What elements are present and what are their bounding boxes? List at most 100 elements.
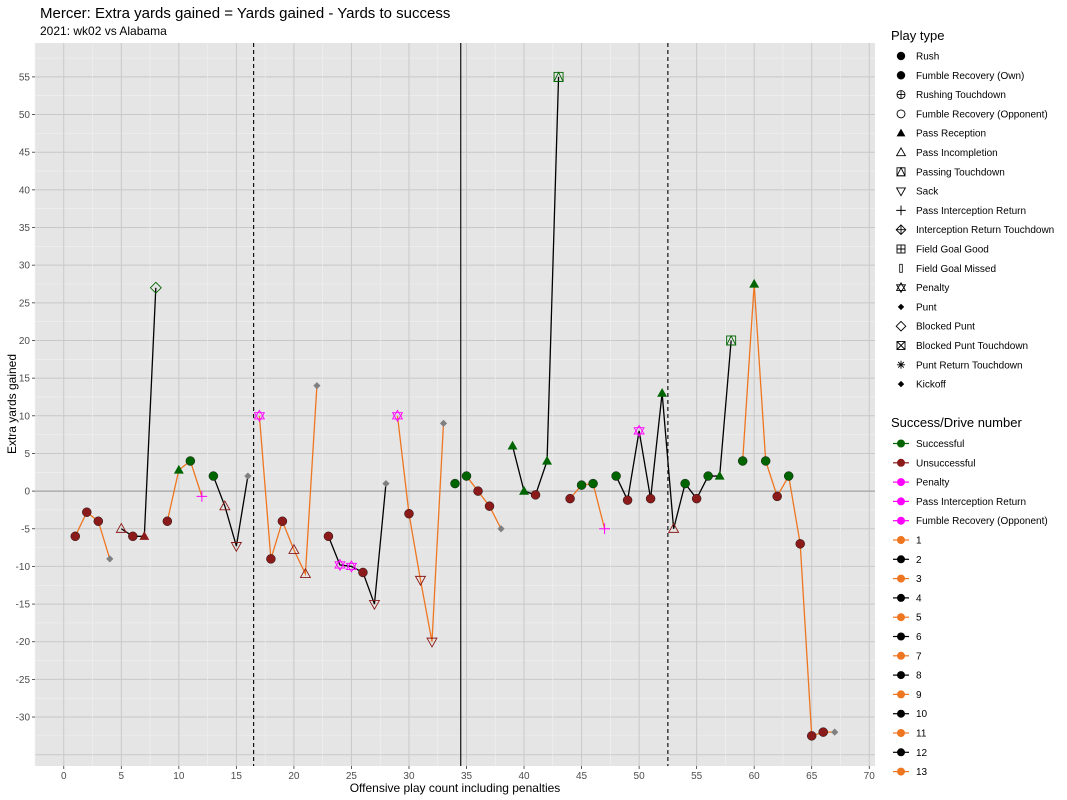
data-point <box>173 464 184 474</box>
legend-success-label: Penalty <box>916 478 949 489</box>
chart-subtitle: 2021: wk02 vs Alabama <box>40 24 167 38</box>
data-points <box>70 71 839 741</box>
y-tick-label: 10 <box>19 411 31 422</box>
legend-play-label: Sack <box>916 187 939 198</box>
data-point <box>196 490 208 502</box>
data-point <box>358 567 368 578</box>
data-point <box>473 486 483 496</box>
legend-success-label: Successful <box>916 439 964 450</box>
legend-play-label: Kickoff <box>916 380 946 391</box>
legend-play-label: Field Goal Missed <box>916 264 996 275</box>
legend-play-label: Field Goal Good <box>916 245 989 256</box>
y-tick-label: 40 <box>19 185 31 196</box>
legend-success-label: 5 <box>916 613 922 624</box>
drive-line-2 <box>120 287 157 537</box>
x-axis-ticks: 0 5 10 15 20 25 30 35 40 45 50 55 60 65 70 <box>61 766 875 782</box>
legend-play-label: Blocked Punt Touchdown <box>916 341 1028 352</box>
legend-play-label: Pass Reception <box>916 129 986 140</box>
legend-success-dot <box>897 729 905 737</box>
data-point <box>807 731 817 741</box>
x-tick-label: 70 <box>864 771 876 782</box>
legend-success-dot <box>897 574 905 583</box>
data-point <box>599 523 610 535</box>
legend-success-label: 10 <box>916 709 928 720</box>
legend-play-type-title: Play type <box>891 28 944 43</box>
data-point <box>783 471 794 481</box>
legend-success-dot <box>897 516 905 525</box>
data-point <box>313 382 321 390</box>
x-tick-label: 40 <box>518 771 530 782</box>
data-point <box>795 539 805 549</box>
data-point <box>368 600 381 611</box>
legend-play-label: Rushing Touchdown <box>916 90 1006 101</box>
legend-play-icon <box>895 146 907 157</box>
x-tick-label: 0 <box>61 771 67 782</box>
data-point <box>208 471 219 481</box>
data-point <box>149 281 162 294</box>
data-point <box>323 531 334 541</box>
legend-play-icon <box>896 341 906 350</box>
data-point <box>82 507 92 517</box>
data-point <box>507 440 518 450</box>
y-tick-label: -15 <box>16 600 31 611</box>
legend-play-icon <box>896 51 906 61</box>
x-tick-label: 55 <box>691 771 703 782</box>
data-point <box>484 501 495 511</box>
drive-line-7 <box>396 415 445 642</box>
data-point <box>645 493 656 504</box>
legend-success-dot <box>897 478 905 487</box>
legend-play-icon <box>896 109 906 119</box>
y-axis-ticks: -30 -25 -20 -15 -10 -5 0 5 10 15 20 25 30 35 40 45 50 55 <box>16 72 35 724</box>
data-point <box>404 509 414 519</box>
data-point <box>831 728 839 736</box>
data-point <box>185 456 196 466</box>
data-point <box>219 500 231 511</box>
legend-play-label: Blocked Punt <box>916 322 975 333</box>
x-tick-label: 45 <box>576 771 588 782</box>
legend-success-title: Success/Drive number <box>891 415 1022 430</box>
y-tick-label: -25 <box>16 675 31 686</box>
legend-success-dot <box>897 439 905 448</box>
legend-success-label: 4 <box>916 593 922 604</box>
legend-play-icon <box>896 90 906 100</box>
legend-play-icon <box>896 205 906 216</box>
data-point <box>450 478 460 489</box>
data-point <box>818 727 828 737</box>
x-tick-label: 30 <box>403 771 415 782</box>
legend-play-icon <box>895 187 907 197</box>
legend-play-icon <box>896 128 906 137</box>
legend-success-label: 13 <box>916 767 928 778</box>
y-tick-label: 55 <box>19 72 31 83</box>
y-tick-label: 15 <box>19 374 31 385</box>
data-point <box>391 409 404 423</box>
data-point <box>565 493 575 504</box>
x-tick-label: 65 <box>806 771 818 782</box>
legend-success-dot <box>897 690 905 699</box>
x-tick-label: 10 <box>173 771 185 782</box>
legend-play-icon <box>897 360 905 369</box>
data-point <box>266 554 276 564</box>
x-axis-title: Offensive play count including penalties <box>350 781 561 795</box>
data-point <box>667 522 680 533</box>
plot-panel <box>35 43 875 766</box>
legend-play-label: Punt <box>916 302 937 313</box>
data-point <box>128 531 138 541</box>
data-point <box>725 334 737 346</box>
legend-success-dot <box>897 671 905 680</box>
drive-line-9 <box>465 475 502 530</box>
legend-success-dot <box>897 555 905 564</box>
data-point <box>760 456 771 466</box>
legend-success-label: Unsuccessful <box>916 458 975 469</box>
data-point <box>345 560 358 573</box>
data-point <box>519 485 529 495</box>
legend-success-label: 6 <box>916 632 922 643</box>
x-tick-label: 60 <box>749 771 761 782</box>
drive-line-1 <box>74 511 111 560</box>
legend-play-icon <box>895 320 907 332</box>
legend-play-label: Interception Return Touchdown <box>916 225 1054 236</box>
data-point <box>680 478 690 489</box>
legend-success-dot <box>897 767 905 776</box>
y-tick-label: -20 <box>16 637 31 648</box>
y-tick-label: 50 <box>19 110 31 121</box>
data-point <box>299 567 312 579</box>
